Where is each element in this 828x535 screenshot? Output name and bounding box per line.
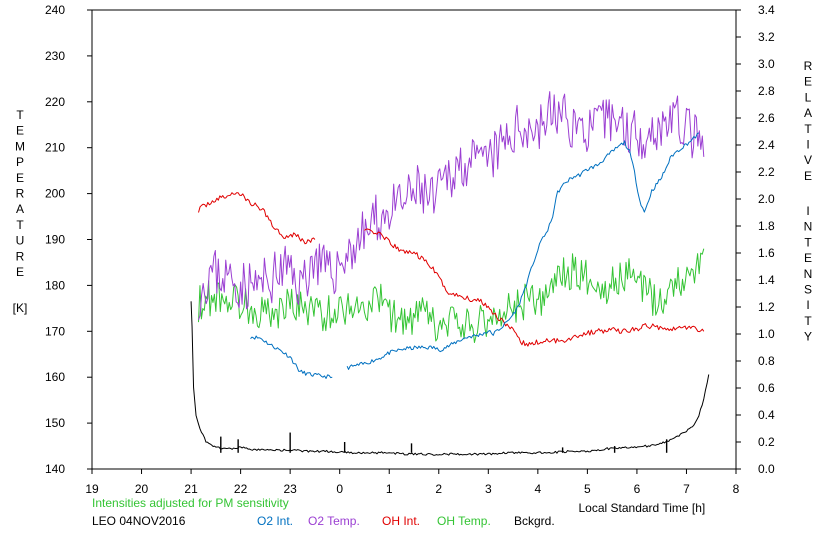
y-left-title-letter: P (16, 155, 24, 169)
y-right-tick-label: 2.6 (758, 111, 775, 125)
x-tick-label: 2 (435, 482, 442, 496)
legend-layer: Intensities adjusted for PM sensitivity L… (92, 496, 555, 528)
y-right-tick-label: 3.4 (758, 3, 775, 17)
y-right-title-letter: I (806, 298, 809, 312)
y-right-tick-label: 0.8 (758, 354, 775, 368)
plot-frame (91, 9, 737, 470)
series-line-2-0 (198, 192, 316, 245)
y-left-tick-label: 160 (45, 370, 65, 384)
y-left-tick-label: 240 (45, 3, 65, 17)
x-axis-title: Local Standard Time [h] (579, 501, 706, 515)
y-right-tick-label: 1.0 (758, 327, 775, 341)
legend-item-4: Bckgrd. (514, 514, 555, 528)
y-right-tick-label: 0.0 (758, 462, 775, 476)
x-tick-label: 23 (283, 482, 297, 496)
x-tick-label: 1 (386, 482, 393, 496)
y-right-title-letter: E (804, 251, 812, 265)
y-right-tick-label: 2.2 (758, 165, 775, 179)
y-left-title-letter: R (16, 187, 25, 201)
y-right-tick-label: 2.4 (758, 138, 775, 152)
y-left-title-letter: T (16, 108, 24, 122)
y-right-title-letter: L (805, 90, 812, 104)
x-tick-label: 20 (135, 482, 149, 496)
intensity-note: Intensities adjusted for PM sensitivity (92, 496, 289, 510)
x-tick-label: 4 (535, 482, 542, 496)
y-left-tick-label: 150 (45, 416, 65, 430)
y-right-tick-label: 1.2 (758, 300, 775, 314)
y-left-tick-label: 190 (45, 233, 65, 247)
x-tick-label: 22 (234, 482, 248, 496)
x-tick-label: 5 (584, 482, 591, 496)
y-left-title-letter: E (16, 171, 24, 185)
series-line-0-0 (250, 335, 333, 379)
y-right-title-letter: N (804, 220, 813, 234)
series-line-2-1 (364, 228, 705, 347)
y-left-title-letter: E (16, 265, 24, 279)
series-layer (190, 91, 710, 456)
y-right-tick-label: 1.4 (758, 273, 775, 287)
legend-item-1: O2 Temp. (308, 514, 360, 528)
x-tick-label: 0 (336, 482, 343, 496)
y-left-tick-label: 210 (45, 141, 65, 155)
station-label: LEO 04NOV2016 (92, 514, 186, 528)
series-line-0-1 (346, 132, 700, 370)
y-right-title-letter: S (804, 283, 812, 297)
y-left-unit: [K] (13, 301, 28, 315)
y-right-title-letter: I (806, 204, 809, 218)
y-right-title-letter: V (804, 153, 812, 167)
series-line-3-0 (198, 248, 705, 344)
x-tick-label: 8 (733, 482, 740, 496)
y-right-title-letter: T (804, 122, 812, 136)
x-tick-label: 21 (184, 482, 198, 496)
x-tick-label: 6 (634, 482, 641, 496)
y-left-title-letter: A (16, 202, 24, 216)
y-right-title-letter: T (804, 235, 812, 249)
y-left-tick-label: 230 (45, 49, 65, 63)
y-right-tick-label: 0.6 (758, 381, 775, 395)
y-left-tick-label: 200 (45, 187, 65, 201)
y-right-title-letter: N (804, 267, 813, 281)
x-tick-label: 19 (85, 482, 99, 496)
legend-item-3: OH Temp. (437, 514, 491, 528)
y-left-title-letter: M (15, 139, 25, 153)
y-right-tick-label: 1.6 (758, 246, 775, 260)
y-left-title-letter: U (16, 234, 25, 248)
y-left-tick-label: 170 (45, 324, 65, 338)
y-right-title-letter: R (804, 59, 813, 73)
y-right-title-letter: Y (804, 330, 812, 344)
y-right-title-letter: A (804, 106, 812, 120)
x-tick-label: 7 (683, 482, 690, 496)
y-right-title-letter: T (804, 314, 812, 328)
y-right-tick-label: 3.2 (758, 30, 775, 44)
y-left-title-letter: T (16, 218, 24, 232)
y-right-tick-label: 0.4 (758, 408, 775, 422)
y-right-title-letter: E (804, 75, 812, 89)
y-left-tick-label: 180 (45, 278, 65, 292)
y-left-title-letter: E (16, 124, 24, 138)
series-line-4-0 (190, 301, 710, 456)
legend-item-0: O2 Int. (257, 514, 293, 528)
x-tick-label: 3 (485, 482, 492, 496)
y-left-tick-label: 220 (45, 95, 65, 109)
legend-item-2: OH Int. (382, 514, 420, 528)
y-right-title-letter: I (806, 138, 809, 152)
y-right-tick-label: 1.8 (758, 219, 775, 233)
y-right-tick-label: 2.8 (758, 84, 775, 98)
y-right-tick-label: 0.2 (758, 435, 775, 449)
series-line-1-0 (198, 91, 705, 320)
y-right-tick-label: 2.0 (758, 192, 775, 206)
y-right-title-letter: E (804, 169, 812, 183)
y-left-tick-label: 140 (45, 462, 65, 476)
y-right-tick-label: 3.0 (758, 57, 775, 71)
y-left-title-letter: R (16, 249, 25, 263)
